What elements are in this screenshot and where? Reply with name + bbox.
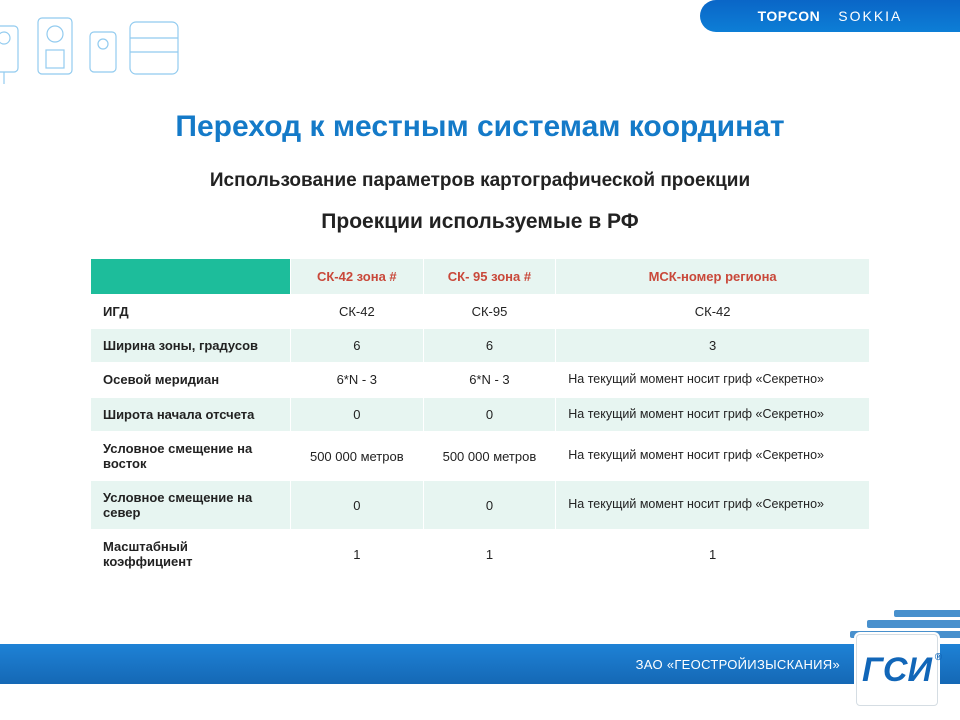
table-row-label: Условное смещение на восток <box>91 432 291 481</box>
table-cell: На текущий момент носит гриф «Секретно» <box>556 481 870 530</box>
table-cell: 0 <box>291 397 424 432</box>
table-cell: СК-42 <box>291 295 424 329</box>
table-cell: 1 <box>423 530 556 579</box>
table-row: Осевой меридиан6*N - 36*N - 3На текущий … <box>91 363 870 398</box>
table-cell: На текущий момент носит гриф «Секретно» <box>556 397 870 432</box>
footer-logo-letters: ГСИ <box>862 651 932 689</box>
subtitle-projections: Проекции используемые в РФ <box>0 210 960 234</box>
table-row: Ширина зоны, градусов663 <box>91 329 870 363</box>
table-cell: 0 <box>291 481 424 530</box>
table-cell: 0 <box>423 481 556 530</box>
table-cell: 0 <box>423 397 556 432</box>
projection-table: СК-42 зона # СК- 95 зона # МСК-номер рег… <box>90 258 870 579</box>
table-cell: 6*N - 3 <box>291 363 424 398</box>
table-row-label: ИГД <box>91 295 291 329</box>
table-cell: 3 <box>556 329 870 363</box>
footer-company: ЗАО «ГЕОСТРОЙИЗЫСКАНИЯ» <box>636 657 840 672</box>
table-row: Масштабный коэффициент111 <box>91 530 870 579</box>
subtitle-usage: Использование параметров картографическо… <box>0 170 960 192</box>
table-cell: 6*N - 3 <box>423 363 556 398</box>
table-cell: 6 <box>423 329 556 363</box>
table-cell: 6 <box>291 329 424 363</box>
table-header-msk: МСК-номер региона <box>556 259 870 295</box>
table-row: ИГДСК-42СК-95СК-42 <box>91 295 870 329</box>
table-cell: 1 <box>556 530 870 579</box>
decorative-outline-icons <box>0 8 200 88</box>
table-row: Широта начала отсчета00На текущий момент… <box>91 397 870 432</box>
page-title: Переход к местным системам координат <box>0 110 960 144</box>
brand-topcon: TOPCON <box>758 8 821 24</box>
table-row: Условное смещение на север00На текущий м… <box>91 481 870 530</box>
table-cell: СК-95 <box>423 295 556 329</box>
table-header-blank <box>91 259 291 295</box>
footer-bar: ЗАО «ГЕОСТРОЙИЗЫСКАНИЯ» <box>0 644 960 684</box>
bottom-spacer <box>0 684 960 720</box>
table-header-sk95: СК- 95 зона # <box>423 259 556 295</box>
table-cell: 500 000 метров <box>423 432 556 481</box>
table-cell: На текущий момент носит гриф «Секретно» <box>556 432 870 481</box>
table-cell: 1 <box>291 530 424 579</box>
footer-logo: ГСИ ® <box>856 634 938 706</box>
table-cell: СК-42 <box>556 295 870 329</box>
brand-sokkia: SOKKIA <box>838 8 902 24</box>
footer-logo-text: ГСИ ® <box>862 656 932 685</box>
table-row-label: Ширина зоны, градусов <box>91 329 291 363</box>
table-row: Условное смещение на восток500 000 метро… <box>91 432 870 481</box>
table-cell: 500 000 метров <box>291 432 424 481</box>
table-header-sk42: СК-42 зона # <box>291 259 424 295</box>
brand-bar: TOPCON SOKKIA <box>700 0 960 32</box>
table-row-label: Условное смещение на север <box>91 481 291 530</box>
table-row-label: Масштабный коэффициент <box>91 530 291 579</box>
table-header-row: СК-42 зона # СК- 95 зона # МСК-номер рег… <box>91 259 870 295</box>
table-row-label: Широта начала отсчета <box>91 397 291 432</box>
table-row-label: Осевой меридиан <box>91 363 291 398</box>
registered-mark-icon: ® <box>935 654 942 663</box>
table-cell: На текущий момент носит гриф «Секретно» <box>556 363 870 398</box>
